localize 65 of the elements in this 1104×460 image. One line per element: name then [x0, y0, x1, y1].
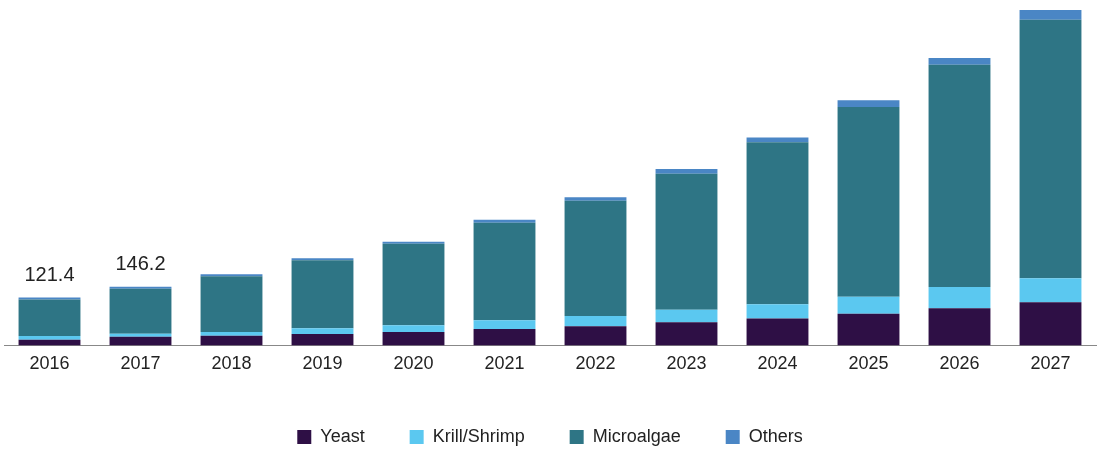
bar: [200, 274, 263, 277]
bar: [109, 333, 172, 337]
bar: [928, 64, 991, 288]
bar: [1019, 302, 1082, 346]
bar: [837, 313, 900, 346]
bar: [746, 318, 809, 346]
bar: [746, 142, 809, 305]
x-tick-label: 2027: [1030, 353, 1071, 374]
bar: [18, 297, 81, 300]
legend-label: Krill/Shrimp: [432, 425, 525, 446]
bar: [18, 336, 81, 340]
bar: [291, 334, 354, 346]
bar: [1019, 19, 1082, 279]
bar: [200, 335, 263, 346]
bar: [655, 309, 718, 323]
bar: [18, 299, 81, 337]
x-tick-label: 2023: [666, 353, 707, 374]
x-tick-label: 2024: [757, 353, 798, 374]
bar: [382, 331, 445, 346]
annotation: 146.2: [115, 252, 166, 275]
bar: [564, 200, 627, 316]
bar: [382, 241, 445, 244]
bar: [109, 286, 172, 289]
bar: [473, 320, 536, 329]
bar: [928, 57, 991, 65]
x-tick-label: 2026: [939, 353, 980, 374]
bar: [200, 331, 263, 336]
bar: [109, 288, 172, 334]
x-tick-label: 2021: [484, 353, 525, 374]
annotation: 121.4: [24, 262, 75, 285]
x-tick-label: 2018: [211, 353, 252, 374]
bar: [1019, 10, 1082, 20]
bar: [655, 173, 718, 310]
x-tick-label: 2016: [29, 353, 70, 374]
bar: [746, 304, 809, 319]
bar: [837, 106, 900, 297]
x-tick-label: 2020: [393, 353, 434, 374]
bar: [837, 100, 900, 107]
bar: [382, 243, 445, 326]
bar: [564, 197, 627, 201]
bar: [291, 260, 354, 329]
x-tick-label: 2022: [575, 353, 616, 374]
bar: [928, 287, 991, 309]
bar: [928, 308, 991, 346]
bar: [291, 258, 354, 261]
legend-label: Yeast: [320, 425, 365, 446]
x-tick-label: 2019: [302, 353, 343, 374]
bar: [655, 322, 718, 346]
bar: [382, 325, 445, 332]
bar: [564, 326, 627, 346]
bar: [109, 336, 172, 346]
x-tick-label: 2017: [120, 353, 161, 374]
bar: [200, 276, 263, 332]
bar: [564, 315, 627, 327]
bar: [837, 296, 900, 314]
bar: [473, 222, 536, 321]
bar: [473, 219, 536, 223]
bar: [746, 137, 809, 143]
bar: [291, 328, 354, 334]
bar: [655, 168, 718, 174]
legend-label: Others: [748, 425, 803, 446]
bar: [473, 328, 536, 346]
bar: [1019, 278, 1082, 303]
x-tick-label: 2025: [848, 353, 889, 374]
legend-label: Microalgae: [592, 425, 681, 446]
